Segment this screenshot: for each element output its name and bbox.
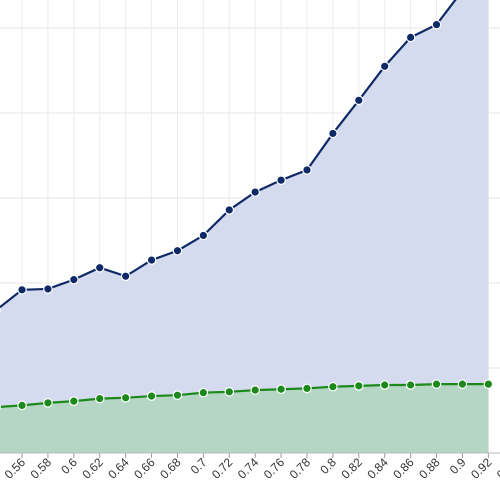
point bbox=[94, 393, 105, 404]
x-tick-label: 0.64 bbox=[105, 455, 132, 482]
point bbox=[379, 61, 390, 72]
point bbox=[120, 392, 131, 403]
point bbox=[43, 284, 53, 294]
point bbox=[146, 255, 157, 265]
point bbox=[198, 230, 209, 241]
x-tick-label: 0.86 bbox=[390, 455, 417, 482]
point bbox=[224, 387, 235, 397]
point bbox=[328, 381, 338, 392]
point bbox=[379, 380, 390, 390]
point bbox=[302, 165, 312, 175]
x-tick-label: 0.6 bbox=[58, 455, 80, 477]
point bbox=[431, 379, 442, 389]
point bbox=[172, 390, 183, 401]
x-tick-label: 0.72 bbox=[209, 455, 236, 482]
point bbox=[146, 391, 157, 401]
point bbox=[276, 175, 286, 185]
point bbox=[405, 32, 416, 43]
point bbox=[250, 187, 260, 197]
x-tick-label: 0.68 bbox=[157, 455, 184, 482]
point bbox=[276, 384, 286, 395]
x-tick-label: 0.9 bbox=[447, 455, 469, 477]
area bbox=[0, 384, 489, 453]
point bbox=[94, 262, 105, 273]
x-axis: 0.56 0.58 0.6 0.62 0.64 0.66 0.68 0.7 0.72 0.74 0.… bbox=[0, 452, 500, 482]
point bbox=[17, 285, 27, 295]
x-tick-label: 0.66 bbox=[131, 455, 158, 482]
point bbox=[17, 400, 27, 411]
x-tick-label: 0.82 bbox=[339, 455, 366, 482]
x-tick-label: 0.62 bbox=[79, 455, 106, 482]
point bbox=[457, 379, 468, 389]
x-tick-label: 0.84 bbox=[364, 455, 391, 482]
point bbox=[69, 396, 79, 406]
x-tick-label: 0.94 bbox=[494, 455, 500, 482]
x-tick-label: 0.88 bbox=[416, 455, 443, 482]
x-tick-label: 0.56 bbox=[2, 455, 29, 482]
x-tick-label: 0.7 bbox=[188, 455, 210, 477]
point bbox=[172, 245, 183, 256]
x-tick-label: 0.74 bbox=[235, 455, 262, 482]
point bbox=[354, 95, 364, 106]
x-tick-label: 0.76 bbox=[261, 455, 288, 482]
plot-area bbox=[0, 0, 494, 453]
point bbox=[120, 271, 131, 282]
x-tick-label: 0.78 bbox=[287, 455, 314, 482]
point bbox=[483, 379, 494, 389]
point bbox=[302, 383, 312, 394]
point bbox=[43, 398, 53, 408]
x-tick-label: 0.92 bbox=[468, 455, 495, 482]
point bbox=[69, 274, 79, 285]
point bbox=[198, 387, 209, 398]
point bbox=[431, 19, 442, 30]
point bbox=[250, 385, 260, 395]
point bbox=[328, 128, 338, 139]
area bbox=[0, 0, 489, 453]
point bbox=[224, 205, 235, 215]
x-tick-label: 0.8 bbox=[317, 455, 339, 477]
point bbox=[405, 380, 416, 390]
point bbox=[354, 381, 364, 391]
x-tick-label: 0.58 bbox=[28, 455, 55, 482]
